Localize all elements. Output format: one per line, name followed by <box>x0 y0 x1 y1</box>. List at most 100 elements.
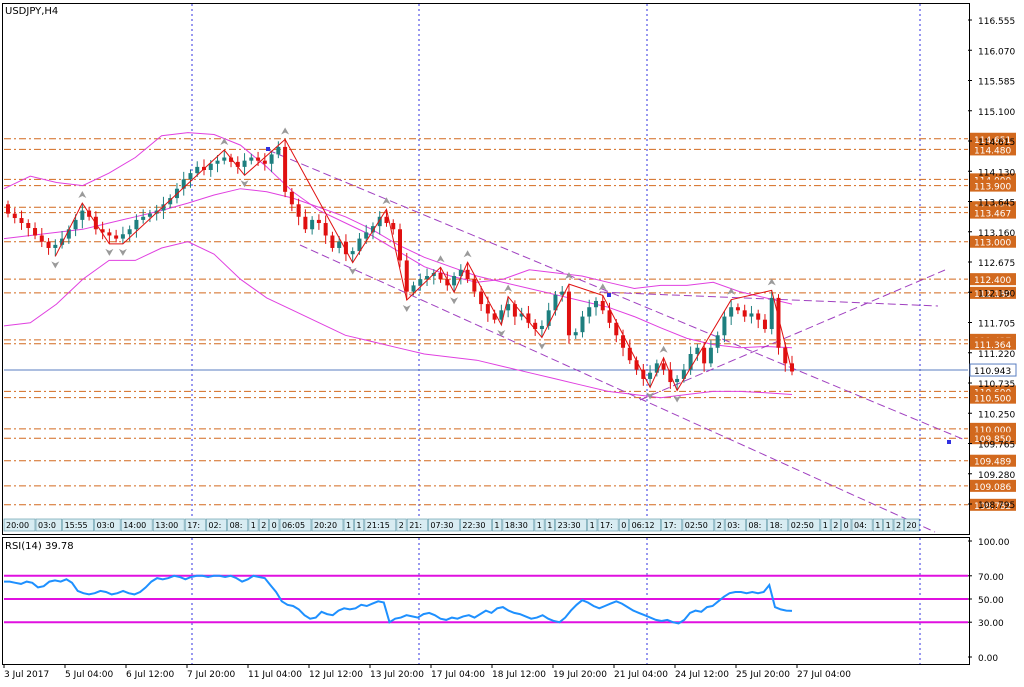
candle-body <box>33 228 38 236</box>
time-tick-label: 19 Jul 20:00 <box>553 670 607 680</box>
session-label-box <box>269 518 280 532</box>
fractal-down-arrow <box>118 248 127 256</box>
candle-body <box>46 241 51 248</box>
level-price-tag <box>970 179 1016 192</box>
candle-body <box>607 310 612 323</box>
session-label: 23:30 <box>558 521 581 530</box>
candle-body <box>370 226 375 233</box>
time-tick-label: 17 Jul 04:00 <box>431 670 485 680</box>
session-label-box <box>629 518 661 532</box>
candle-body <box>310 219 315 230</box>
candle-body <box>553 294 558 311</box>
level-price-label: 114.480 <box>974 146 1011 156</box>
time-tick-label: 7 Jul 20:00 <box>187 670 236 680</box>
candle-body <box>53 244 58 248</box>
candle-body <box>749 313 754 317</box>
fractal-up-arrow <box>220 138 229 146</box>
candle-body <box>337 241 342 248</box>
session-label-box <box>184 518 206 532</box>
session-label: 02: <box>208 521 221 530</box>
candle-body <box>235 161 240 167</box>
candle-body <box>790 363 794 372</box>
session-label: 1 <box>875 521 880 530</box>
price-tick-label: 109.280 <box>978 471 1015 481</box>
candle-body <box>404 260 409 292</box>
time-tick-label: 27 Jul 04:00 <box>797 670 851 680</box>
candle-body <box>573 332 578 336</box>
price-tick-label: 116.555 <box>978 17 1015 27</box>
price-tick-label: 115.585 <box>978 78 1015 88</box>
candle-body <box>262 160 267 164</box>
fractal-up-arrow <box>659 345 668 353</box>
level-price-tag <box>970 498 1016 511</box>
level-price-label: 113.900 <box>974 183 1011 193</box>
candle-body <box>323 223 328 236</box>
candle-body <box>594 300 598 308</box>
zigzag-line <box>54 138 793 392</box>
candle-body <box>539 325 544 330</box>
session-label: 22:30 <box>462 521 485 530</box>
fractal-down-arrow <box>105 248 114 256</box>
candle-body <box>411 285 416 292</box>
candle-body <box>458 269 463 277</box>
bollinger-lower-band <box>3 241 793 399</box>
candle-body <box>560 291 565 295</box>
time-tick-label: 24 Jul 12:00 <box>675 670 729 680</box>
fractal-down-arrow <box>497 329 506 337</box>
candle-body <box>654 363 659 373</box>
session-label-box <box>3 518 36 532</box>
level-price-tag <box>970 454 1016 467</box>
candle-body <box>107 232 112 236</box>
fractal-up-arrow <box>436 255 445 263</box>
session-label: 2 <box>896 521 901 530</box>
trend-channel-line <box>299 244 936 533</box>
candle-body <box>600 300 605 311</box>
candle-body <box>391 223 396 230</box>
price-tick-label: 111.220 <box>978 350 1015 360</box>
session-label: 1 <box>886 521 891 530</box>
fractal-down-arrow <box>537 342 546 350</box>
session-label-box <box>343 518 354 532</box>
session-label-box <box>904 518 920 532</box>
session-label: 21:15 <box>367 521 390 530</box>
candle-body <box>485 304 490 314</box>
candle-body <box>627 347 632 361</box>
candle-body <box>73 219 78 230</box>
price-tick-label: 113.645 <box>978 199 1015 209</box>
level-price-label: 113.000 <box>974 239 1011 249</box>
session-label-box <box>587 518 598 532</box>
session-label-box <box>872 518 883 532</box>
session-label-box <box>661 518 683 532</box>
session-label: 0 <box>272 521 277 530</box>
session-label: 1 <box>346 521 351 530</box>
price-tick-label: 115.100 <box>978 108 1015 118</box>
candle-body <box>783 347 788 364</box>
time-tick-label: 11 Jul 04:00 <box>248 670 302 680</box>
trend-channel-line <box>599 291 939 307</box>
session-label-box <box>534 518 545 532</box>
candle-body <box>533 322 538 330</box>
session-label-box <box>767 518 789 532</box>
candle-body <box>526 313 531 323</box>
candle-body <box>580 316 585 333</box>
candle-body <box>425 276 430 280</box>
session-label: 1 <box>494 521 499 530</box>
session-label: 02:50 <box>791 521 814 530</box>
level-price-label: 109.489 <box>974 458 1011 468</box>
candle-body <box>499 310 504 320</box>
level-price-label: 109.850 <box>974 435 1011 445</box>
session-label: 17: <box>600 521 613 530</box>
candle-body <box>6 204 10 214</box>
fractal-down-arrow <box>402 305 411 313</box>
level-price-label: 110.500 <box>974 395 1011 405</box>
fractal-up-arrow <box>281 127 290 135</box>
price-tick-label: 113.160 <box>978 229 1015 239</box>
session-label: 20 <box>906 521 916 530</box>
trend-channel-line <box>267 149 966 441</box>
session-label-box <box>597 518 619 532</box>
candle-body <box>127 229 132 235</box>
level-price-tag <box>970 206 1016 219</box>
candle-body <box>702 347 707 364</box>
candle-body <box>303 216 308 230</box>
